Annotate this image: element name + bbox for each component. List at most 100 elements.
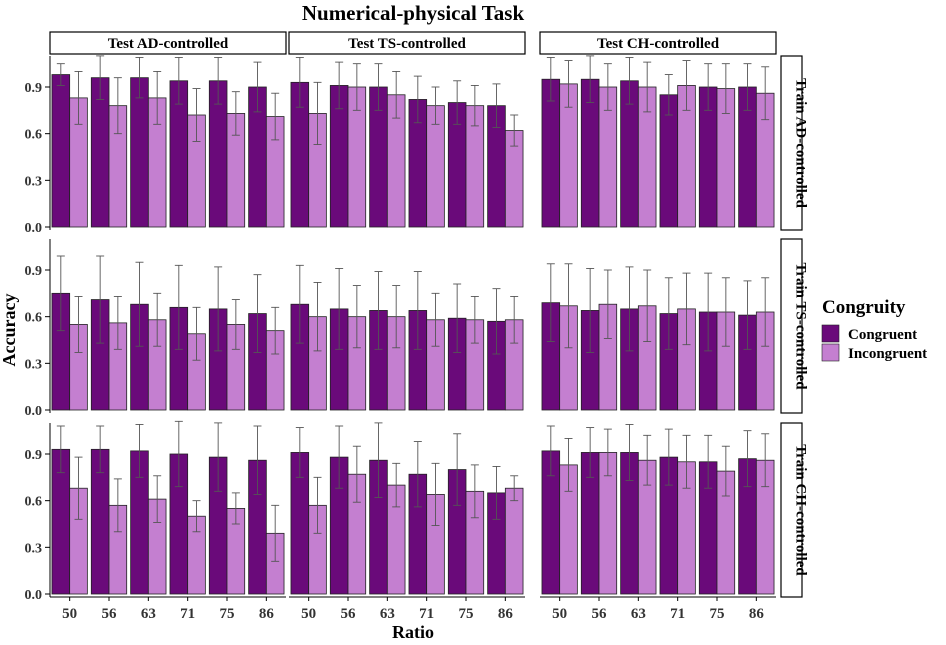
legend-label-congruent: Congruent	[848, 327, 917, 343]
error-bar	[625, 56, 634, 105]
error-bar	[113, 77, 122, 135]
col-strip-label: Test CH-controlled	[597, 36, 720, 52]
error-bar	[135, 261, 144, 347]
error-bar	[96, 255, 105, 344]
error-bar	[603, 269, 612, 339]
error-bar	[603, 63, 612, 111]
chart-title: Numerical-physical Task	[302, 1, 525, 25]
legend: Congruity Congruent Incongruent	[821, 297, 927, 362]
error-bar	[431, 86, 440, 125]
x-tick-label: 75	[459, 606, 474, 622]
error-bar	[625, 423, 634, 481]
error-bar	[352, 285, 361, 349]
error-bar	[453, 80, 462, 125]
error-bar	[603, 428, 612, 477]
error-bar	[510, 475, 519, 502]
error-bar	[231, 492, 240, 525]
error-bar	[313, 281, 322, 352]
legend-label-incongruent: Incongruent	[848, 346, 927, 362]
error-bar	[174, 420, 183, 488]
error-bar	[721, 445, 730, 497]
x-tick-label: 71	[419, 606, 434, 622]
error-bar	[413, 441, 422, 508]
y-tick-label: 0.0	[25, 221, 43, 236]
error-bar	[546, 425, 555, 477]
error-bar	[313, 81, 322, 146]
x-tick-label: 63	[141, 606, 156, 622]
error-bar	[546, 263, 555, 343]
x-tick-label: 86	[259, 606, 275, 622]
y-tick-label: 0.9	[25, 264, 43, 279]
error-bar	[664, 428, 673, 486]
error-bar	[135, 56, 144, 99]
bar-incongruent	[504, 487, 524, 595]
error-bar	[492, 465, 501, 520]
error-bar	[174, 56, 183, 105]
error-bar	[586, 267, 595, 353]
error-bar	[564, 60, 573, 108]
x-tick-label: 75	[710, 606, 725, 622]
col-strip	[49, 31, 287, 55]
bar-congruent	[90, 77, 110, 228]
y-tick-label: 0.0	[25, 588, 43, 603]
error-bar	[96, 425, 105, 474]
error-bar	[295, 56, 304, 108]
error-bar	[174, 264, 183, 350]
error-bar	[56, 63, 65, 86]
error-bar	[192, 306, 201, 361]
error-bar	[431, 462, 440, 527]
error-bar	[214, 266, 223, 352]
legend-swatch-congruent	[821, 324, 840, 343]
row-strip	[780, 422, 803, 598]
x-tick-label: 50	[301, 606, 316, 622]
y-tick-label: 0.6	[25, 311, 43, 326]
error-bar	[253, 274, 262, 353]
y-axis-label: Accuracy	[0, 294, 19, 367]
error-bar	[313, 476, 322, 534]
error-bar	[721, 63, 730, 114]
error-bar	[625, 266, 634, 352]
x-tick-label: 56	[592, 606, 608, 622]
x-axis-label: Ratio	[392, 622, 434, 642]
error-bar	[704, 434, 713, 489]
bar-congruent	[51, 74, 71, 228]
error-bar	[253, 425, 262, 495]
error-bar	[453, 283, 462, 353]
error-bar	[643, 434, 652, 486]
error-bar	[135, 423, 144, 478]
error-bar	[664, 277, 673, 350]
error-bar	[113, 295, 122, 350]
error-bar	[192, 88, 201, 142]
col-strip-label: Test TS-controlled	[348, 36, 466, 52]
error-bar	[743, 280, 752, 350]
error-bar	[743, 430, 752, 488]
x-tick-label: 56	[102, 606, 118, 622]
x-tick-label: 63	[631, 606, 646, 622]
error-bar	[721, 277, 730, 347]
error-bar	[643, 61, 652, 113]
row-strip	[780, 238, 803, 414]
error-bar	[586, 427, 595, 478]
error-bar	[295, 427, 304, 478]
error-bar	[470, 464, 479, 519]
row-strip-label: Train CH-controlled	[793, 444, 809, 576]
error-bar	[704, 272, 713, 352]
y-tick-label: 0.6	[25, 128, 43, 143]
error-bar	[96, 55, 105, 100]
error-bar	[214, 56, 223, 105]
error-bar	[510, 114, 519, 147]
error-bar	[413, 271, 422, 350]
x-tick-label: 71	[180, 606, 195, 622]
y-tick-label: 0.6	[25, 495, 43, 510]
error-bar	[56, 425, 65, 474]
error-bar	[271, 504, 280, 562]
error-bar	[192, 500, 201, 533]
x-tick-label: 86	[749, 606, 765, 622]
error-bar	[335, 61, 344, 110]
y-tick-label: 0.3	[25, 357, 43, 372]
error-bar	[704, 63, 713, 111]
error-bar	[271, 306, 280, 355]
col-strip	[288, 31, 526, 55]
error-bar	[510, 295, 519, 344]
